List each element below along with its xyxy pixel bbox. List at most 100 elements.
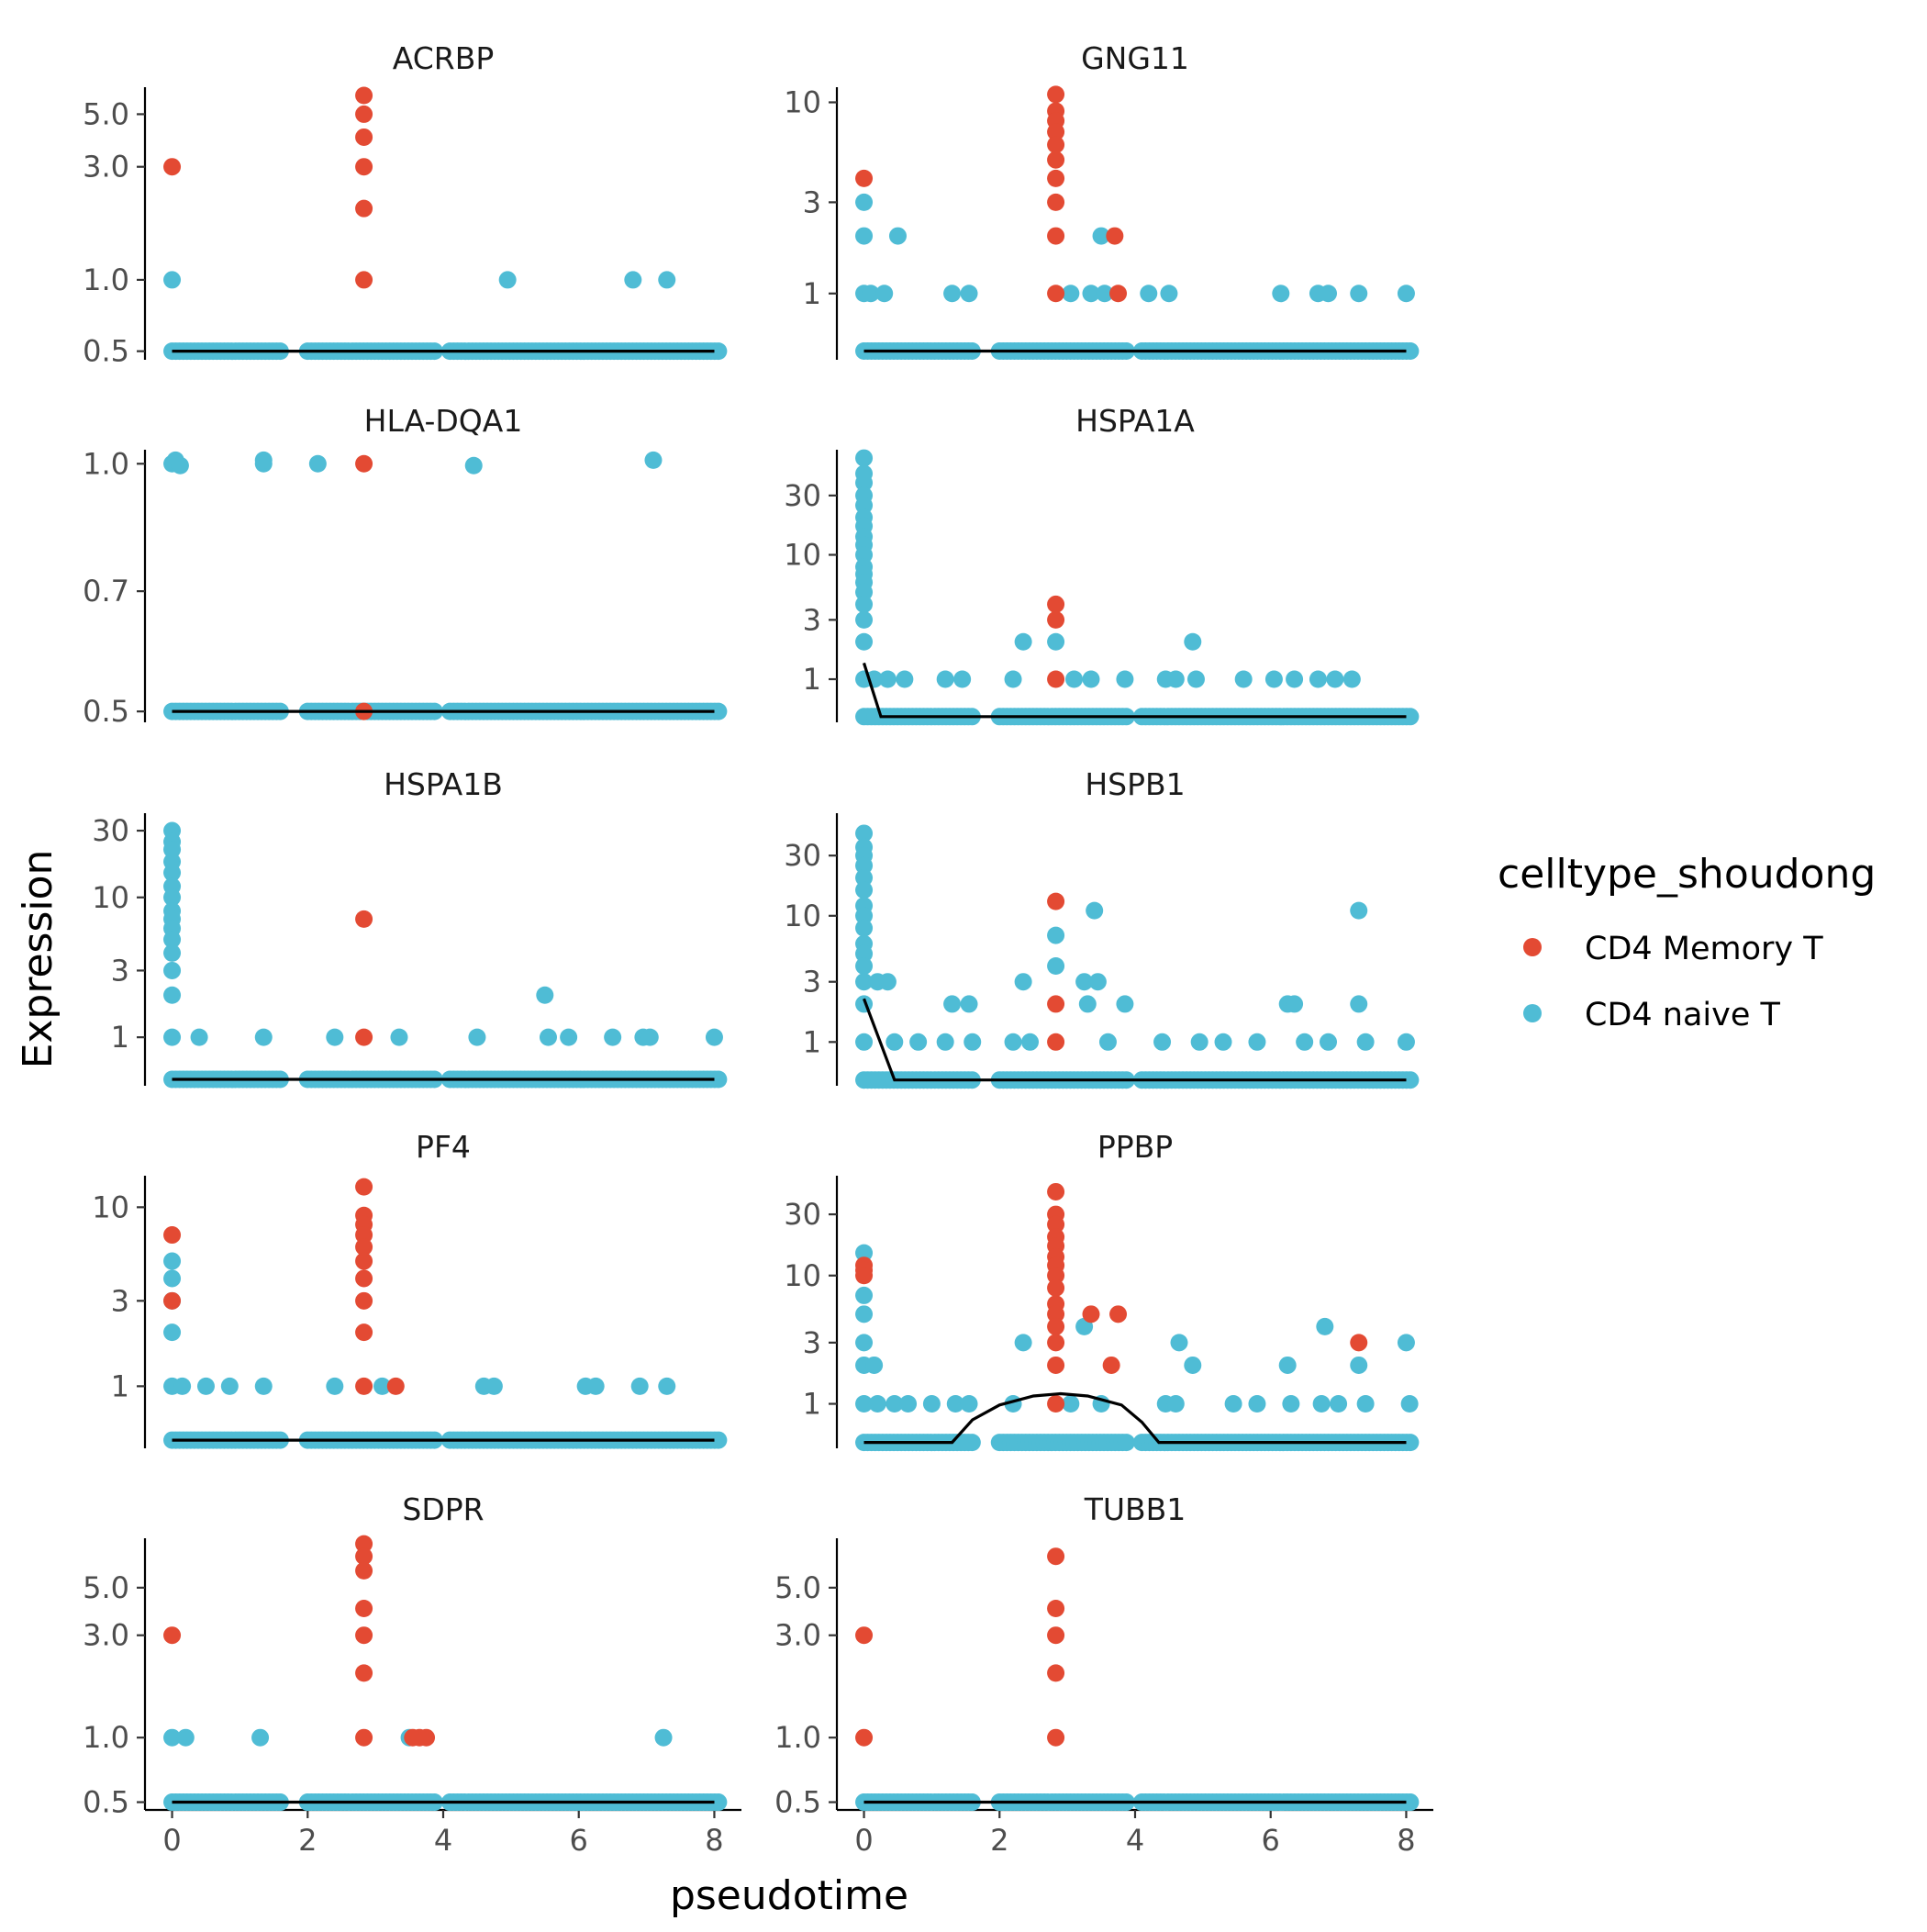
data-point-memory (1047, 1305, 1065, 1323)
data-point-naive (1116, 670, 1134, 688)
y-tick-label: 10 (784, 1258, 821, 1293)
legend-label-naive: CD4 naive T (1585, 997, 1781, 1033)
data-point-naive (163, 1028, 182, 1046)
data-point-memory (355, 1547, 373, 1566)
data-point-naive (1282, 1395, 1300, 1413)
y-tick-label: 10 (784, 84, 821, 119)
data-point-naive (1014, 973, 1032, 991)
panel-pf4: PF4 1 3 10 (92, 1129, 728, 1449)
data-point-memory (355, 1561, 373, 1580)
data-point-naive (964, 1033, 982, 1051)
panel-title: PPBP (1097, 1129, 1173, 1165)
data-point-memory (1047, 151, 1065, 169)
data-point-memory (855, 1728, 874, 1747)
data-point-naive (865, 1356, 884, 1374)
data-point-naive (855, 474, 874, 492)
data-point-memory (355, 1178, 373, 1196)
legend: celltype_shoudong CD4 Memory T CD4 naive… (1498, 851, 1876, 1033)
data-point-naive (855, 595, 874, 613)
data-point-naive (1397, 285, 1415, 303)
data-point-memory (355, 1599, 373, 1617)
data-point-naive (644, 451, 663, 469)
data-point-naive (1098, 1033, 1117, 1051)
data-point-memory (1047, 892, 1065, 910)
y-tick-label: 5.0 (83, 1570, 129, 1605)
data-point-memory (1047, 1267, 1065, 1285)
data-point-naive (878, 670, 897, 688)
data-point-naive (855, 856, 874, 875)
data-point-naive (163, 888, 182, 907)
y-tick-label: 30 (784, 838, 821, 873)
data-point-memory (355, 105, 373, 123)
data-point-naive (1342, 670, 1361, 688)
data-point-naive (1153, 1033, 1172, 1051)
data-point-memory (1047, 1317, 1065, 1335)
data-point-naive (163, 961, 182, 979)
data-point-naive (251, 1728, 270, 1747)
data-point-naive (1397, 1334, 1415, 1352)
data-point-naive (1350, 901, 1368, 920)
data-point-memory (355, 199, 373, 218)
data-point-naive (878, 973, 897, 991)
data-point-memory (355, 1252, 373, 1270)
data-point-naive (624, 271, 642, 289)
data-point-baseline (1401, 341, 1420, 360)
data-point-memory (1082, 1305, 1100, 1323)
y-tick-label: 10 (92, 1189, 129, 1224)
data-point-baseline (963, 1434, 981, 1452)
y-tick-label: 1 (111, 1368, 129, 1403)
data-point-naive (855, 944, 874, 963)
panel-gng11: GNG11 1 3 10 (784, 40, 1420, 360)
data-point-baseline (709, 702, 728, 720)
data-point-naive (855, 1244, 874, 1262)
data-point-naive (1096, 285, 1114, 303)
data-point-naive (1082, 670, 1100, 688)
x-tick-label: 6 (570, 1823, 588, 1858)
data-point-naive (1184, 1356, 1202, 1374)
x-tick-label: 4 (1126, 1823, 1144, 1858)
panel-tubb1: TUBB1 0.5 1.0 3.0 5.0 0 2 4 6 8 (774, 1491, 1433, 1858)
data-point-naive (1186, 670, 1205, 688)
x-axis-title: pseudotime (670, 1872, 908, 1919)
data-point-naive (539, 1028, 557, 1046)
data-point-memory (355, 86, 373, 105)
data-point-naive (630, 1377, 649, 1395)
data-point-baseline (1401, 1434, 1420, 1452)
data-point-memory (1047, 670, 1065, 688)
data-point-naive (1278, 1356, 1297, 1374)
data-point-naive (373, 1377, 392, 1395)
data-point-naive (1014, 632, 1032, 651)
data-point-naive (163, 1728, 182, 1747)
y-tick-label: 1 (803, 1024, 821, 1059)
data-point-naive (855, 583, 874, 601)
data-point-memory (355, 1728, 373, 1747)
y-tick-label: 10 (784, 899, 821, 933)
data-point-naive (1047, 926, 1065, 944)
y-tick-label: 0.5 (83, 334, 129, 369)
data-point-naive (855, 546, 874, 564)
data-point-naive (936, 1033, 954, 1051)
data-point-naive (855, 227, 874, 245)
data-point-naive (1166, 1395, 1185, 1413)
data-point-naive (1356, 1033, 1375, 1051)
x-tick-label: 4 (434, 1823, 452, 1858)
data-point-naive (163, 986, 182, 1004)
data-point-naive (1272, 285, 1290, 303)
data-point-naive (1190, 1033, 1209, 1051)
data-point-memory (1047, 1215, 1065, 1234)
data-point-naive (640, 1028, 659, 1046)
data-point-naive (1184, 632, 1202, 651)
data-point-memory (1047, 1664, 1065, 1682)
data-point-memory (855, 1626, 874, 1645)
data-point-naive (1234, 670, 1253, 688)
data-point-naive (220, 1377, 239, 1395)
y-tick-label: 3.0 (774, 1618, 821, 1653)
data-point-naive (855, 1286, 874, 1304)
data-point-memory (355, 1238, 373, 1256)
y-tick-label: 3.0 (83, 1618, 129, 1653)
data-point-memory (355, 454, 373, 473)
panel-acrbp: ACRBP 0.5 1.0 3.0 5.0 (83, 40, 728, 369)
data-point-naive (943, 285, 962, 303)
